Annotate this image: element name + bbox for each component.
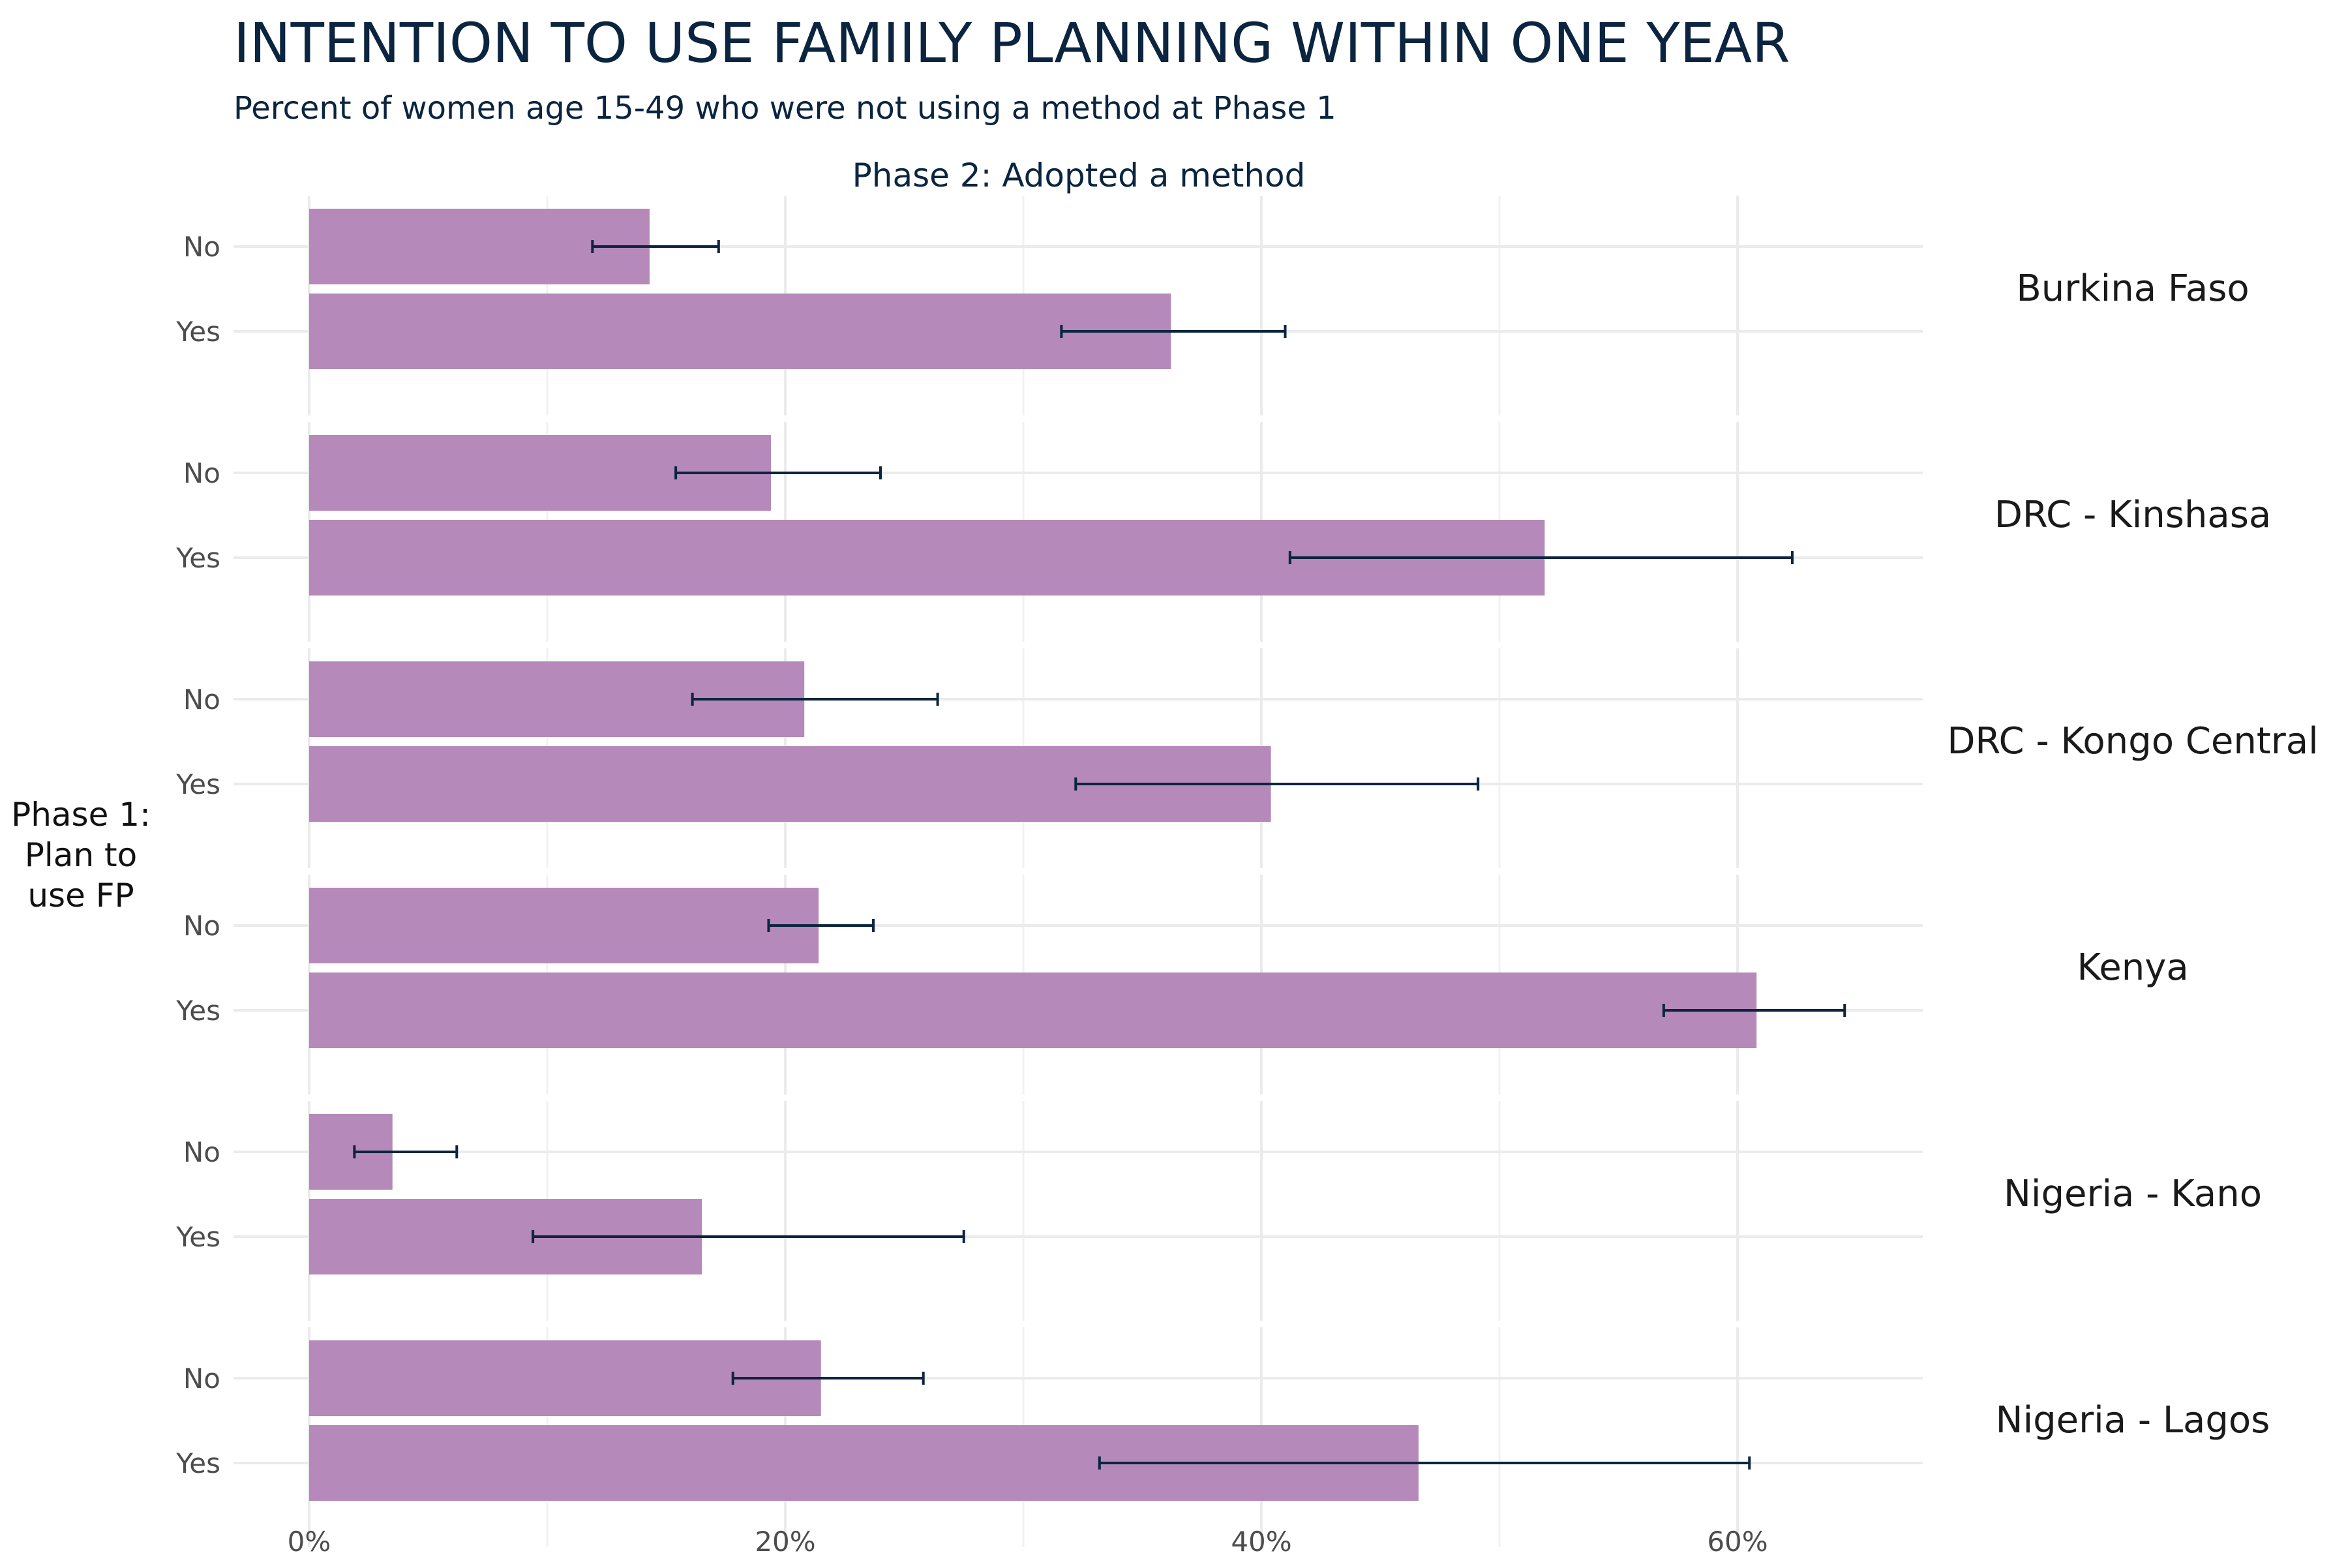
facet-panels: No Yes Burkina Faso No Yes DRC - Kinshasa No Ye… — [175, 196, 2319, 1547]
error-bar — [353, 1145, 459, 1158]
category-tick-label: No — [183, 231, 220, 263]
y-axis-title: Phase 1: Plan to use FP — [11, 796, 151, 914]
category-tick-label: No — [183, 1136, 220, 1168]
error-bar — [731, 1372, 925, 1385]
category-tick-label: No — [183, 684, 220, 716]
column-strip-label: Phase 2: Adopted a method — [852, 157, 1306, 194]
error-bar — [1288, 551, 1794, 564]
facet-panel: No Yes Nigeria - Lagos — [175, 1327, 2270, 1547]
x-tick-label: 20% — [755, 1526, 815, 1558]
facet-strip-label: Nigeria - Lagos — [1996, 1399, 2270, 1441]
error-bar — [591, 240, 720, 253]
error-bar — [1662, 1004, 1846, 1017]
facet-panel: No Yes Nigeria - Kano — [175, 1101, 2262, 1321]
facet-panel: No Yes Kenya — [175, 875, 2189, 1094]
facet-panel: No Yes Burkina Faso — [175, 196, 2250, 415]
bar — [309, 888, 819, 963]
facet-strip-label: Nigeria - Kano — [2004, 1173, 2262, 1215]
facet-strip-label: DRC - Kongo Central — [1947, 720, 2318, 762]
x-tick-label: 0% — [288, 1526, 331, 1558]
chart-title: INTENTION TO USE FAMIILY PLANNING WITHIN… — [233, 11, 1790, 75]
y-axis-title-line: Plan to — [25, 836, 137, 874]
category-tick-label: Yes — [175, 1221, 220, 1253]
facet-panel: No Yes DRC - Kinshasa — [175, 422, 2271, 642]
category-tick-label: No — [183, 457, 220, 489]
category-tick-label: Yes — [175, 1447, 220, 1479]
chart-subtitle: Percent of women age 15-49 who were not … — [233, 90, 1336, 127]
facet-strip-label: Kenya — [2077, 946, 2188, 989]
category-tick-label: No — [183, 1363, 220, 1395]
category-tick-label: Yes — [175, 316, 220, 348]
category-tick-label: Yes — [175, 995, 220, 1027]
facet-panel: No Yes DRC - Kongo Central — [175, 648, 2319, 868]
error-bar — [1098, 1456, 1751, 1470]
category-tick-label: Yes — [175, 768, 220, 800]
error-bar — [674, 466, 882, 479]
error-bar — [691, 693, 939, 706]
error-bar — [532, 1230, 965, 1243]
bar — [309, 972, 1757, 1048]
category-tick-label: Yes — [175, 542, 220, 574]
x-tick-label: 40% — [1231, 1526, 1291, 1558]
error-bar — [767, 919, 875, 932]
facet-strip-label: Burkina Faso — [2016, 267, 2249, 310]
bar — [309, 294, 1171, 369]
y-axis-title-line: use FP — [27, 877, 134, 914]
y-axis-title-line: Phase 1: — [11, 796, 151, 834]
error-bar — [1060, 325, 1287, 338]
x-axis: 0% 20% 40% 60% — [288, 1526, 1768, 1558]
facet-strip-label: DRC - Kinshasa — [1994, 494, 2271, 536]
category-tick-label: No — [183, 910, 220, 942]
error-bar — [1074, 777, 1480, 791]
x-tick-label: 60% — [1707, 1526, 1768, 1558]
